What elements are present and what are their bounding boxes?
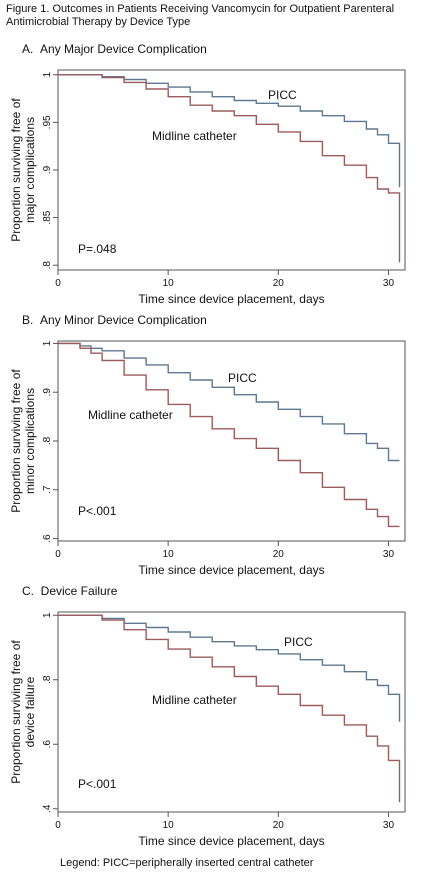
y-tick-label: 1: [42, 612, 53, 618]
y-tick-label: 1: [42, 72, 53, 78]
x-tick-label: 10: [163, 278, 175, 289]
y-tick-label: .7: [42, 485, 53, 494]
panel-c-title-text: Device Failure: [40, 584, 118, 598]
y-axis-label-line-2: device failure: [23, 676, 37, 747]
legend-note: Legend: PICC=peripherally inserted centr…: [60, 857, 314, 869]
y-axis-label-line-2: minor complications: [23, 388, 37, 494]
y-tick-label: .85: [42, 210, 53, 224]
panel-b-title: B. Any Minor Device Complication: [22, 313, 207, 327]
x-axis-label: Time since device placement, days: [138, 292, 324, 306]
x-tick-label: 20: [273, 820, 285, 831]
midline-series-label: Midline catheter: [88, 408, 173, 422]
x-tick-label: 0: [55, 549, 61, 560]
y-tick-label: .8: [42, 436, 53, 445]
x-tick-label: 30: [383, 549, 395, 560]
y-tick-label: .95: [42, 115, 53, 129]
picc-series-line: [58, 74, 401, 188]
picc-series-line: [58, 342, 400, 462]
picc-series-line: [58, 614, 401, 722]
y-axis-label-line-1: Proportion surviving free of: [9, 640, 23, 784]
figure-title-line-2: Antimicrobial Therapy by Device Type: [6, 16, 191, 28]
panel-c-title: C. Device Failure: [22, 584, 117, 598]
midline-series-line: [58, 614, 401, 803]
p-value-label: P<.001: [78, 777, 117, 791]
figure-title: Figure 1. Outcomes in Patients Receiving…: [6, 3, 434, 29]
y-axis-label-line-1: Proportion surviving free of: [9, 369, 23, 513]
picc-series-label: PICC: [284, 635, 313, 649]
panel-c-label: C.: [22, 584, 34, 598]
plot-area: [57, 340, 406, 542]
panel-a-label: A.: [22, 42, 34, 56]
x-tick-label: 30: [383, 820, 395, 831]
panel-a-title-text: Any Major Device Complication: [40, 42, 207, 56]
p-value-label: P<.001: [78, 504, 117, 518]
y-tick-label: .9: [42, 388, 53, 397]
y-axis-label-line-2: major complications: [23, 117, 37, 223]
y-tick-label: .6: [42, 740, 53, 749]
x-tick-label: 30: [383, 278, 395, 289]
picc-series-label: PICC: [228, 371, 257, 385]
midline-series-line: [58, 74, 401, 263]
x-tick-label: 10: [163, 820, 175, 831]
y-tick-label: .6: [42, 534, 53, 543]
figure-title-line-1: Figure 1. Outcomes in Patients Receiving…: [6, 3, 395, 15]
x-tick-label: 0: [55, 278, 61, 289]
y-tick-label: .8: [42, 261, 53, 270]
x-tick-label: 0: [55, 820, 61, 831]
x-tick-label: 20: [273, 278, 285, 289]
plot-area: [57, 69, 406, 271]
p-value-label: P=.048: [78, 242, 117, 256]
y-tick-label: .9: [42, 165, 53, 174]
midline-series-line: [58, 342, 400, 528]
x-axis-label: Time since device placement, days: [138, 563, 324, 577]
x-tick-label: 10: [163, 549, 175, 560]
panel-a-title: A. Any Major Device Complication: [22, 42, 207, 56]
y-tick-label: .4: [42, 804, 53, 813]
y-tick-label: 1: [42, 340, 53, 346]
picc-series-label: PICC: [268, 88, 297, 102]
x-tick-label: 20: [273, 549, 285, 560]
y-tick-label: .8: [42, 675, 53, 684]
midline-series-label: Midline catheter: [152, 693, 237, 707]
panel-b-label: B.: [22, 313, 34, 327]
panel-b-title-text: Any Minor Device Complication: [40, 313, 207, 327]
x-axis-label: Time since device placement, days: [138, 834, 324, 848]
y-axis-label-line-1: Proportion surviving free of: [9, 98, 23, 242]
plot-area: [57, 611, 406, 813]
midline-series-label: Midline catheter: [152, 129, 237, 143]
